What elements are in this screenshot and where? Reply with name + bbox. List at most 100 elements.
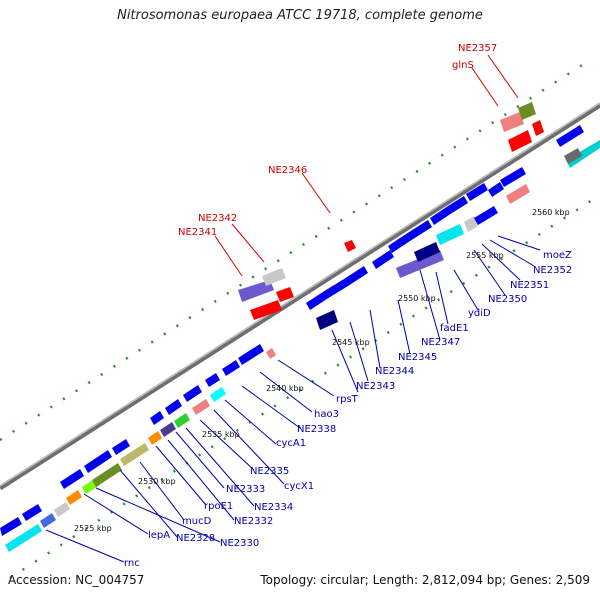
blue-gene-labels: moeZ NE2352 NE2351 NE2350 ydiD fadE1 NE2…: [124, 250, 572, 569]
gene-arrow: [174, 413, 190, 428]
gene-label: lepA: [148, 530, 170, 541]
gene-label: NE2330: [220, 538, 259, 549]
gene-arrow: [388, 234, 410, 253]
scale-tick-label: 2525 kbp: [74, 524, 112, 533]
gene-arrow: [564, 148, 582, 164]
gene-label: NE2341: [178, 227, 217, 238]
leader-lines: [45, 54, 541, 563]
gene-arrow: [326, 279, 348, 297]
gene-label: NE2328: [176, 533, 215, 544]
gene-label: moeZ: [543, 250, 572, 261]
gene-arrow: [210, 387, 226, 402]
gene-arrow: [92, 463, 122, 487]
gene-arrow: [238, 280, 274, 302]
gene-arrow: [183, 385, 202, 402]
gene-label: NE2345: [398, 352, 437, 363]
gene-label: NE2342: [198, 213, 237, 224]
scale-tick-label: 2535 kbp: [202, 430, 240, 439]
gene-arrow: [148, 431, 162, 445]
gene-arrow: [436, 224, 464, 245]
gene-label: NE2350: [488, 294, 527, 305]
genes: [0, 102, 600, 552]
gene-arrow: [372, 250, 394, 269]
gene-arrow: [466, 183, 488, 201]
gene-arrow: [165, 399, 182, 415]
gene-label: ydiD: [468, 308, 491, 319]
scale-tick-label: 2560 kbp: [532, 208, 570, 217]
gene-label: hao3: [314, 409, 339, 420]
gene-arrow: [566, 140, 600, 168]
gene-label: fadE1: [440, 323, 469, 334]
gene-arrow: [518, 102, 536, 120]
gene-arrow: [54, 502, 70, 517]
scale-tick-label: 2545 kbp: [332, 338, 370, 347]
gene-label: NE2346: [268, 165, 307, 176]
gene-label: cycX1: [284, 481, 314, 492]
gene-label: rnc: [124, 558, 140, 569]
gene-arrow: [40, 513, 56, 528]
scale-labels: 2525 kbp 2530 kbp 2535 kbp 2540 kbp 2545…: [74, 208, 570, 533]
gene-label: cycA1: [276, 438, 306, 449]
gene-arrow: [5, 524, 42, 552]
gene-arrow: [150, 411, 164, 425]
gene-label: rpsT: [336, 394, 359, 405]
gene-arrow: [316, 310, 338, 330]
gene-arrow: [238, 344, 264, 365]
gene-label: NE2333: [226, 484, 265, 495]
gene-label: NE2335: [250, 466, 289, 477]
gene-arrow: [488, 182, 504, 197]
gene-arrow: [344, 240, 356, 252]
gene-arrow: [112, 439, 130, 455]
gene-arrow: [500, 112, 524, 132]
gene-arrow: [474, 206, 498, 225]
gene-label: NE2338: [297, 424, 336, 435]
gene-arrow: [222, 360, 240, 376]
red-gene-labels: NE2357 glnS NE2346 NE2342 NE2341: [178, 43, 497, 238]
scale-tick-label: 2530 kbp: [138, 477, 176, 486]
gene-label: NE2352: [533, 265, 572, 276]
gene-label: NE2343: [356, 381, 395, 392]
topology-text: Topology: circular; Length: 2,812,094 bp…: [260, 573, 590, 587]
gene-arrow: [500, 167, 526, 187]
guide-dots: [0, 58, 600, 580]
gene-arrow: [344, 266, 368, 286]
gene-arrow: [22, 504, 42, 521]
gene-label: NE2357: [458, 43, 497, 54]
gene-arrow: [306, 290, 330, 310]
gene-arrow: [508, 130, 532, 152]
gene-arrow: [414, 242, 440, 262]
gene-arrow: [406, 220, 432, 241]
map-title: Nitrosomonas europaea ATCC 19718, comple…: [117, 8, 483, 23]
gene-label: glnS: [452, 60, 474, 71]
gene-arrow: [84, 450, 112, 473]
gene-arrow: [120, 443, 149, 466]
gene-label: rpoE1: [204, 501, 233, 512]
scale-tick-label: 2550 kbp: [398, 294, 436, 303]
genome-backbone: [0, 102, 600, 491]
gene-label: NE2347: [421, 337, 460, 348]
gene-arrow: [396, 250, 444, 278]
gene-arrow: [60, 469, 84, 489]
gene-arrow: [266, 348, 276, 359]
gene-label: NE2334: [254, 502, 293, 513]
gene-arrow: [66, 490, 82, 505]
gene-arrow: [160, 422, 176, 437]
accession-text: Accession: NC_004757: [8, 573, 145, 587]
gene-arrow: [0, 517, 22, 536]
gene-label: NE2332: [234, 516, 273, 527]
gene-arrow: [464, 216, 478, 232]
gene-arrow: [532, 120, 544, 136]
gene-arrow: [262, 268, 286, 286]
gene-arrow: [192, 399, 210, 415]
scale-tick-label: 2555 kbp: [466, 251, 504, 260]
gene-arrow: [205, 373, 220, 387]
gene-label: NE2351: [510, 280, 549, 291]
gene-arrow: [250, 300, 282, 320]
gene-arrow: [506, 184, 530, 204]
gene-arrow: [276, 287, 294, 302]
gene-label: NE2344: [375, 366, 414, 377]
gene-arrow: [556, 125, 584, 147]
scale-tick-label: 2540 kbp: [266, 384, 304, 393]
gene-arrow: [430, 206, 452, 225]
